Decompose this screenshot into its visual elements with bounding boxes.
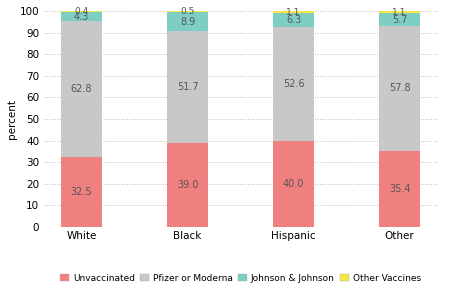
Bar (274, 13, 314, 27)
Text: 35.4: 35.4 (389, 184, 410, 194)
Text: 57.8: 57.8 (389, 83, 410, 93)
Text: 8.9: 8.9 (180, 17, 195, 26)
Text: 5.7: 5.7 (392, 15, 407, 25)
Text: 6.3: 6.3 (286, 15, 301, 25)
Bar (62, 157, 102, 227)
Bar (62, 12, 102, 21)
Bar (274, 27, 314, 141)
Text: 0.4: 0.4 (74, 7, 89, 16)
Bar (274, 11, 314, 13)
Text: 62.8: 62.8 (71, 84, 92, 94)
Text: 0.5: 0.5 (180, 7, 195, 16)
Bar (168, 11, 208, 12)
Bar (62, 11, 102, 12)
Text: 52.6: 52.6 (283, 79, 304, 89)
Bar (380, 150, 420, 227)
Bar (168, 143, 208, 227)
Bar (168, 12, 208, 31)
Y-axis label: percent: percent (7, 99, 17, 139)
Bar (380, 13, 420, 26)
Bar (380, 11, 420, 13)
Text: 32.5: 32.5 (71, 187, 92, 197)
Bar (380, 26, 420, 150)
Text: 51.7: 51.7 (177, 82, 198, 92)
Text: 39.0: 39.0 (177, 180, 198, 190)
Bar (62, 21, 102, 157)
Text: 4.3: 4.3 (74, 12, 89, 22)
Bar (274, 141, 314, 227)
Text: 1.1: 1.1 (286, 8, 301, 17)
Text: 1.1: 1.1 (392, 8, 407, 17)
Bar (168, 31, 208, 143)
Legend: Unvaccinated, Pfizer or Moderna, Johnson & Johnson, Other Vaccines: Unvaccinated, Pfizer or Moderna, Johnson… (57, 270, 424, 287)
Text: 40.0: 40.0 (283, 179, 304, 189)
